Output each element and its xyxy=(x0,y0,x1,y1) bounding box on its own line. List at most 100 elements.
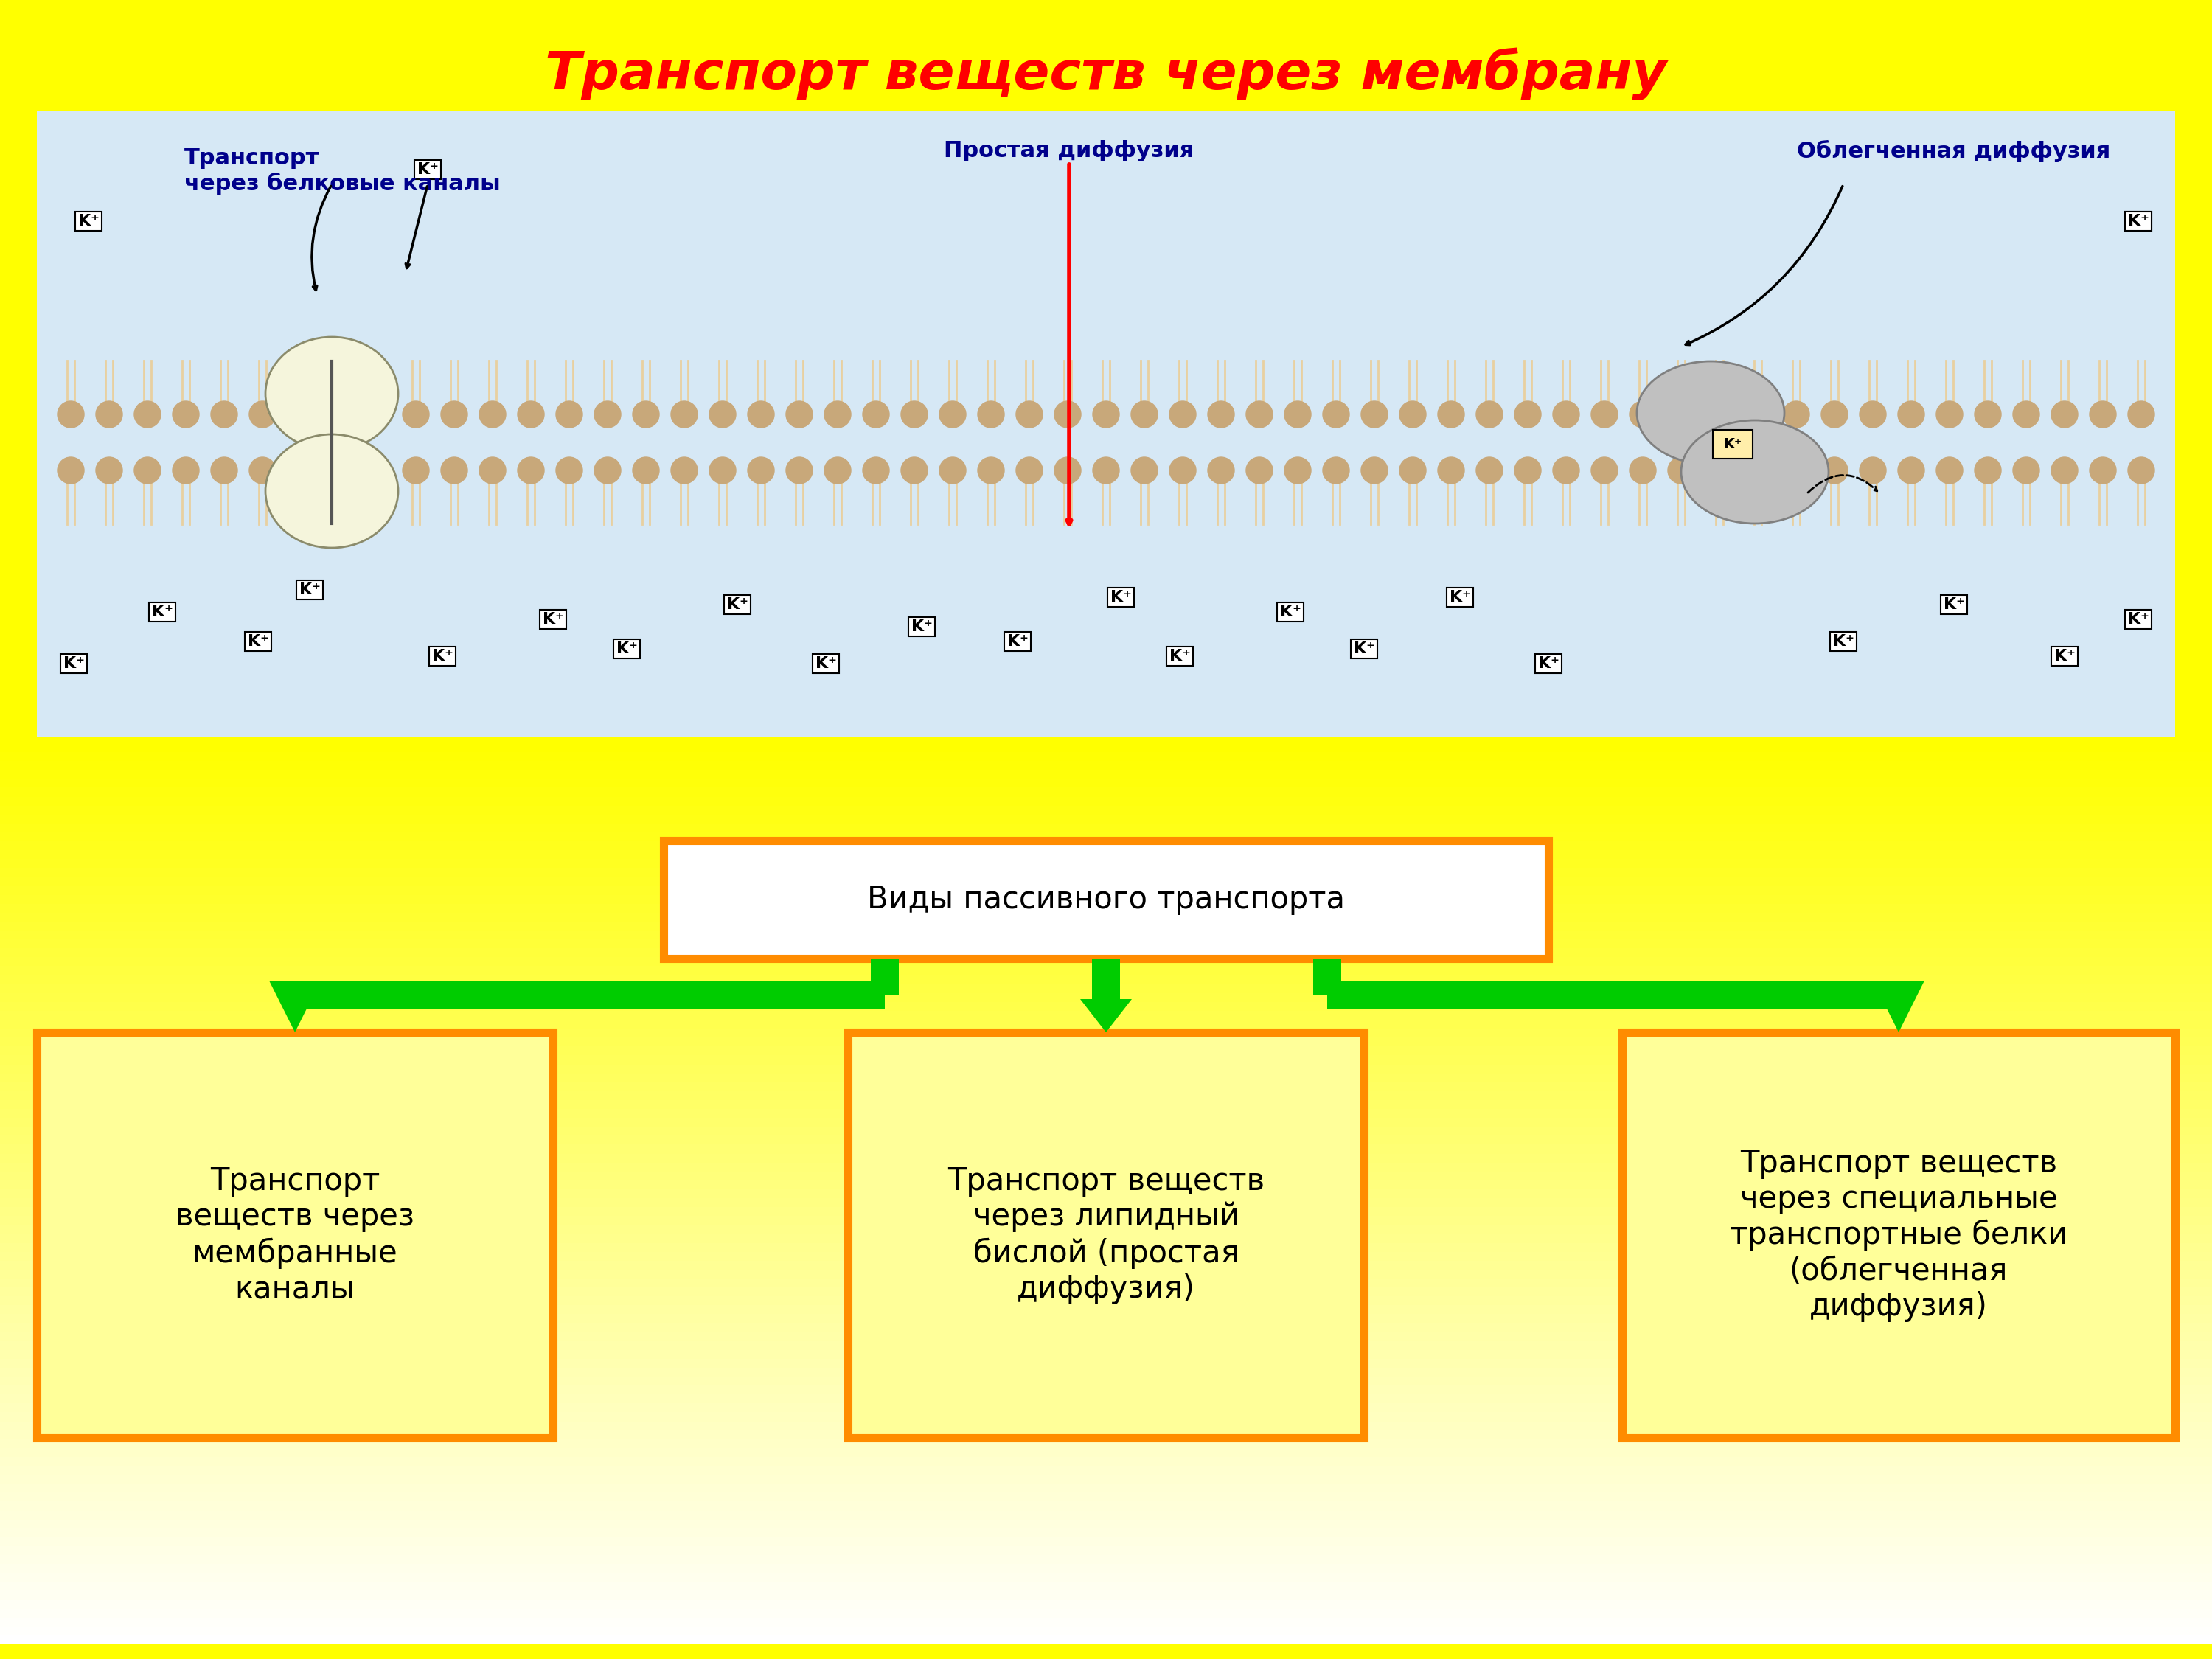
Bar xyxy=(0,1332,2212,1340)
Circle shape xyxy=(670,458,697,484)
Bar xyxy=(0,1448,2212,1457)
Text: K⁺: K⁺ xyxy=(77,214,100,229)
Ellipse shape xyxy=(1637,362,1785,465)
Circle shape xyxy=(748,401,774,428)
Bar xyxy=(0,1306,2212,1314)
Bar xyxy=(0,1082,2212,1092)
Bar xyxy=(1314,959,1340,995)
Circle shape xyxy=(250,401,276,428)
Bar xyxy=(0,912,2212,922)
Circle shape xyxy=(1783,458,1809,484)
Bar xyxy=(0,1092,2212,1100)
Ellipse shape xyxy=(265,435,398,547)
Circle shape xyxy=(1208,401,1234,428)
Text: K⁺: K⁺ xyxy=(728,597,748,612)
Bar xyxy=(0,939,2212,949)
Circle shape xyxy=(595,401,622,428)
Circle shape xyxy=(1975,458,2002,484)
Bar xyxy=(0,1279,2212,1287)
Circle shape xyxy=(1015,458,1042,484)
Circle shape xyxy=(1745,458,1772,484)
Bar xyxy=(0,1010,2212,1020)
Circle shape xyxy=(1475,458,1502,484)
Circle shape xyxy=(1745,401,1772,428)
Bar xyxy=(0,1002,2212,1010)
Circle shape xyxy=(2051,401,2077,428)
Bar xyxy=(294,980,885,1010)
Bar xyxy=(0,796,2212,806)
Circle shape xyxy=(633,458,659,484)
Bar xyxy=(0,1591,2212,1599)
Bar xyxy=(0,1037,2212,1047)
Circle shape xyxy=(1590,401,1617,428)
Circle shape xyxy=(978,458,1004,484)
Text: Транспорт веществ через мембрану: Транспорт веществ через мембрану xyxy=(544,48,1668,100)
Circle shape xyxy=(1360,458,1387,484)
Circle shape xyxy=(1285,458,1312,484)
Circle shape xyxy=(288,401,314,428)
Circle shape xyxy=(1285,401,1312,428)
Bar xyxy=(0,1243,2212,1251)
Circle shape xyxy=(1130,401,1157,428)
Circle shape xyxy=(1630,401,1657,428)
Text: K⁺: K⁺ xyxy=(299,582,321,597)
Text: K⁺: K⁺ xyxy=(1354,642,1374,657)
FancyBboxPatch shape xyxy=(1621,1032,2174,1438)
Bar xyxy=(0,1314,2212,1324)
Bar xyxy=(0,1467,2212,1475)
Circle shape xyxy=(1820,458,1847,484)
Text: K⁺: K⁺ xyxy=(1170,649,1190,664)
Circle shape xyxy=(1208,458,1234,484)
Circle shape xyxy=(940,458,967,484)
Text: K⁺: K⁺ xyxy=(153,604,173,619)
Polygon shape xyxy=(1079,999,1133,1032)
Bar xyxy=(0,1251,2212,1261)
Bar xyxy=(0,966,2212,975)
Bar xyxy=(0,1412,2212,1422)
FancyBboxPatch shape xyxy=(847,1032,1365,1438)
Circle shape xyxy=(2128,458,2154,484)
Bar xyxy=(0,1609,2212,1618)
Text: Простая диффузия: Простая диффузия xyxy=(945,139,1194,161)
Bar xyxy=(0,1145,2212,1153)
Bar xyxy=(0,849,2212,859)
Bar xyxy=(0,868,2212,878)
Circle shape xyxy=(440,458,467,484)
Bar xyxy=(1327,980,1898,1010)
Bar xyxy=(0,894,2212,904)
Circle shape xyxy=(518,458,544,484)
Circle shape xyxy=(1705,458,1732,484)
Bar xyxy=(0,1163,2212,1171)
Text: K⁺: K⁺ xyxy=(1834,634,1854,649)
Bar xyxy=(0,975,2212,984)
Circle shape xyxy=(1860,401,1887,428)
Bar xyxy=(0,1073,2212,1082)
Circle shape xyxy=(1093,401,1119,428)
Text: K⁺: K⁺ xyxy=(617,642,637,657)
Bar xyxy=(0,984,2212,994)
Bar xyxy=(0,1029,2212,1037)
Circle shape xyxy=(863,458,889,484)
Text: K⁺: K⁺ xyxy=(1537,657,1559,670)
Circle shape xyxy=(1438,458,1464,484)
Circle shape xyxy=(1515,401,1542,428)
Bar xyxy=(0,1564,2212,1573)
Circle shape xyxy=(325,458,352,484)
Bar xyxy=(0,1510,2212,1520)
Bar xyxy=(0,1136,2212,1145)
Bar xyxy=(0,859,2212,868)
Text: K⁺: K⁺ xyxy=(64,657,84,670)
Circle shape xyxy=(710,458,737,484)
Circle shape xyxy=(1438,401,1464,428)
Bar xyxy=(0,1475,2212,1483)
Bar xyxy=(0,752,2212,761)
Circle shape xyxy=(555,458,582,484)
Bar xyxy=(0,1528,2212,1538)
Circle shape xyxy=(1055,458,1082,484)
Bar xyxy=(0,1340,2212,1350)
Circle shape xyxy=(135,458,161,484)
Circle shape xyxy=(440,401,467,428)
Circle shape xyxy=(403,401,429,428)
Bar xyxy=(0,1404,2212,1412)
Bar xyxy=(0,886,2212,894)
